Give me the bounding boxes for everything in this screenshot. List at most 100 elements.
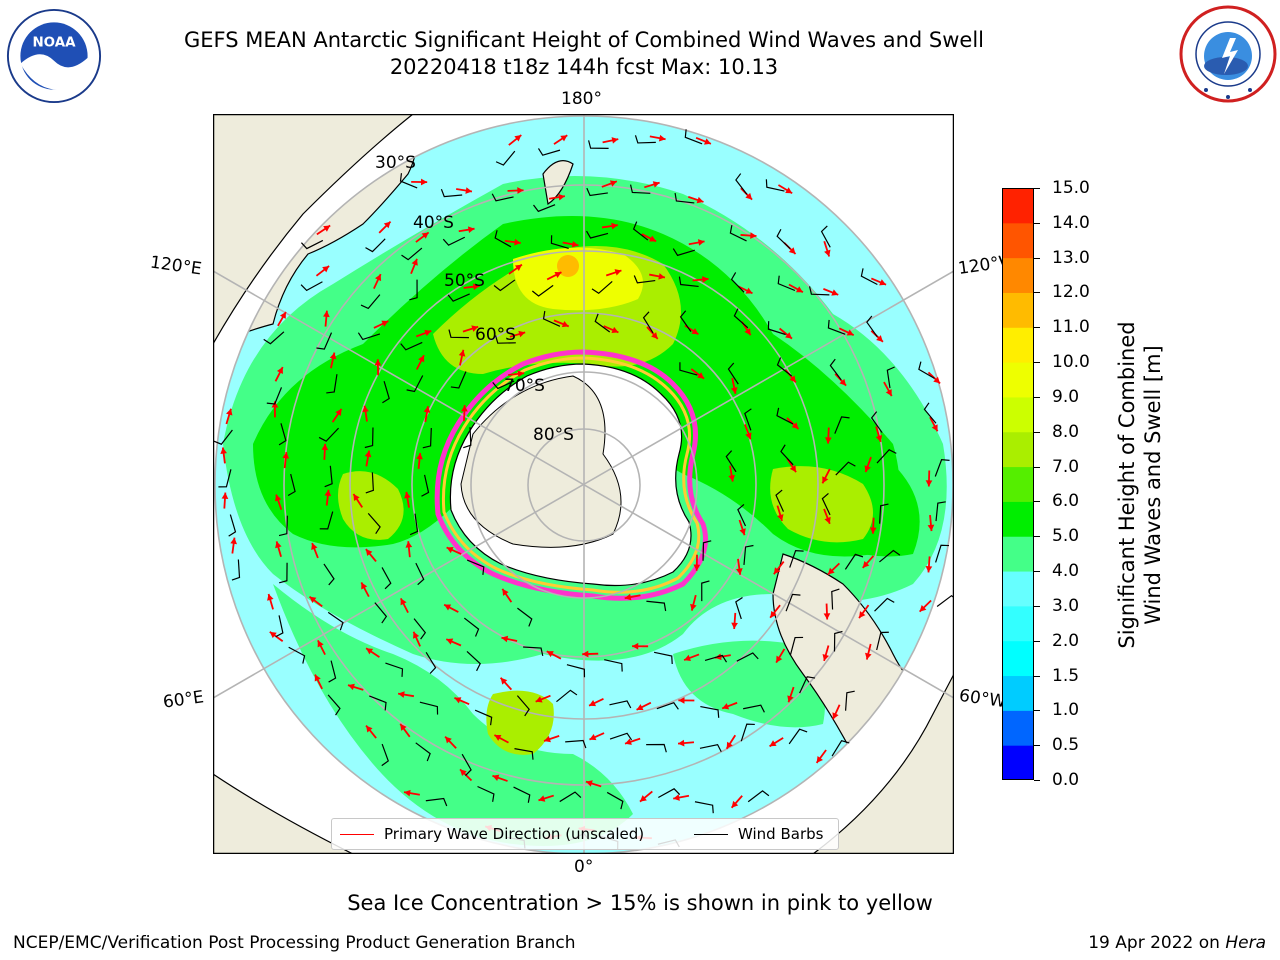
- wave-arrow-head: [364, 450, 372, 458]
- wave-arrow-head: [381, 320, 389, 327]
- wind-barb: [730, 272, 745, 293]
- wave-arrow-head: [494, 734, 502, 741]
- wave-arrow-head: [865, 652, 872, 660]
- colorbar-bin: [1002, 640, 1034, 677]
- wave-arrow-head: [673, 794, 680, 801]
- wave-arrow-head: [589, 734, 597, 741]
- wave-arrow-head: [933, 376, 941, 384]
- map-legend: Primary Wave Direction (unscaled) Wind B…: [331, 818, 839, 850]
- wind-barb: [357, 332, 381, 341]
- wind-barb: [725, 450, 737, 473]
- wind-barb: [879, 549, 901, 563]
- wave-arrow-head: [824, 249, 831, 257]
- colorbar-bin: [1002, 327, 1034, 363]
- colorbar-tick-mark: [1034, 640, 1040, 642]
- wind-barb: [494, 335, 516, 344]
- wave-arrow-head: [458, 349, 466, 357]
- wave-arrow-head: [492, 774, 500, 781]
- wave-arrow-head: [329, 352, 337, 360]
- wind-barb: [586, 187, 608, 197]
- wave-arrow-head: [446, 546, 454, 554]
- wave-arrow-head: [404, 789, 411, 797]
- wind-barb: [808, 286, 830, 296]
- wind-barb: [777, 275, 796, 292]
- wind-barb: [360, 294, 381, 310]
- colorbar-bin: [1002, 466, 1034, 502]
- wind-barb: [275, 615, 284, 638]
- wave-arrow-head: [862, 561, 870, 568]
- svg-text:NOAA: NOAA: [32, 35, 76, 50]
- colorbar-tick-label: 1.0: [1052, 700, 1080, 721]
- colorbar-tick-label: 13.0: [1052, 247, 1090, 268]
- wind-barb: [559, 791, 582, 803]
- wave-arrow-head: [420, 178, 428, 186]
- wind-barb: [799, 676, 816, 694]
- wind-barb: [785, 593, 801, 612]
- wave-arrow-head: [931, 424, 938, 432]
- wave-arrow-head: [467, 226, 475, 233]
- wind-barb: [727, 362, 739, 385]
- legend-black-line: [694, 833, 728, 835]
- wave-arrow-head: [823, 613, 831, 620]
- wave-arrow-head: [822, 654, 829, 661]
- wave-arrow-head: [323, 225, 331, 232]
- date-value: 19 Apr 2022 on: [1088, 933, 1220, 953]
- wind-barb: [879, 503, 889, 524]
- lon-label-60w: 60°W: [957, 685, 1008, 713]
- wave-arrow-head: [317, 640, 324, 648]
- colorbar-bin: [1002, 536, 1034, 572]
- wave-arrow-head: [323, 310, 330, 318]
- wave-arrow-head: [795, 286, 803, 293]
- wave-arrow-head: [421, 232, 429, 239]
- wind-barb: [834, 416, 850, 434]
- wind-barb: [537, 148, 561, 156]
- wave-arrow-head: [827, 567, 835, 575]
- wave-arrow-head: [691, 328, 699, 335]
- noaa-logo: NOAA: [6, 8, 102, 104]
- wave-max-spot: [557, 255, 579, 277]
- wind-barb: [374, 602, 388, 624]
- wind-barb: [591, 281, 613, 295]
- wind-barb: [735, 173, 748, 195]
- wind-barb: [658, 788, 681, 798]
- wind-barb: [646, 600, 667, 612]
- wind-barb: [735, 596, 743, 620]
- wave-arrow-head: [639, 795, 647, 802]
- colorbar-tick-mark: [1034, 292, 1040, 294]
- wave-arrow-head: [314, 674, 321, 682]
- wind-barb: [263, 331, 285, 345]
- land-corner-se: [812, 673, 954, 854]
- wave-arrow-head: [696, 196, 704, 204]
- wave-arrow-head: [554, 271, 562, 278]
- colorbar-bin: [1002, 396, 1034, 433]
- wave-band-3m-south: [273, 584, 633, 846]
- wind-barb: [514, 748, 534, 760]
- wind-barb: [935, 501, 946, 522]
- colorbar-tick-label: 0.0: [1052, 770, 1080, 790]
- wave-arrow-head: [731, 800, 739, 808]
- wind-barb: [844, 690, 855, 711]
- wave-arrow-head: [824, 516, 831, 524]
- wind-barb: [323, 563, 335, 586]
- lon-label-180: 180°: [561, 89, 602, 109]
- wave-arrow-head: [745, 287, 753, 294]
- wind-barb: [679, 362, 698, 376]
- wave-arrow-head: [322, 266, 330, 273]
- wind-barb: [923, 402, 937, 424]
- wind-barb: [936, 594, 954, 607]
- wind-barb: [604, 659, 623, 672]
- wave-arrow-head: [230, 537, 237, 545]
- wind-barb: [729, 225, 747, 242]
- wind-barb: [776, 407, 794, 425]
- colorbar-tick-label: 0.5: [1052, 735, 1080, 756]
- wind-barb: [266, 387, 283, 405]
- colorbar-tick-mark: [1034, 362, 1040, 364]
- lat-label-40s: 40°S: [413, 213, 454, 233]
- legend-label-wind-barbs: Wind Barbs: [738, 825, 824, 843]
- wind-barb: [440, 188, 463, 198]
- colorbar-tick-label: 4.0: [1052, 561, 1080, 582]
- wind-barb: [328, 660, 337, 683]
- wave-arrow-head: [839, 378, 847, 386]
- wind-barb: [674, 192, 695, 204]
- colorbar-bin: [1002, 675, 1034, 711]
